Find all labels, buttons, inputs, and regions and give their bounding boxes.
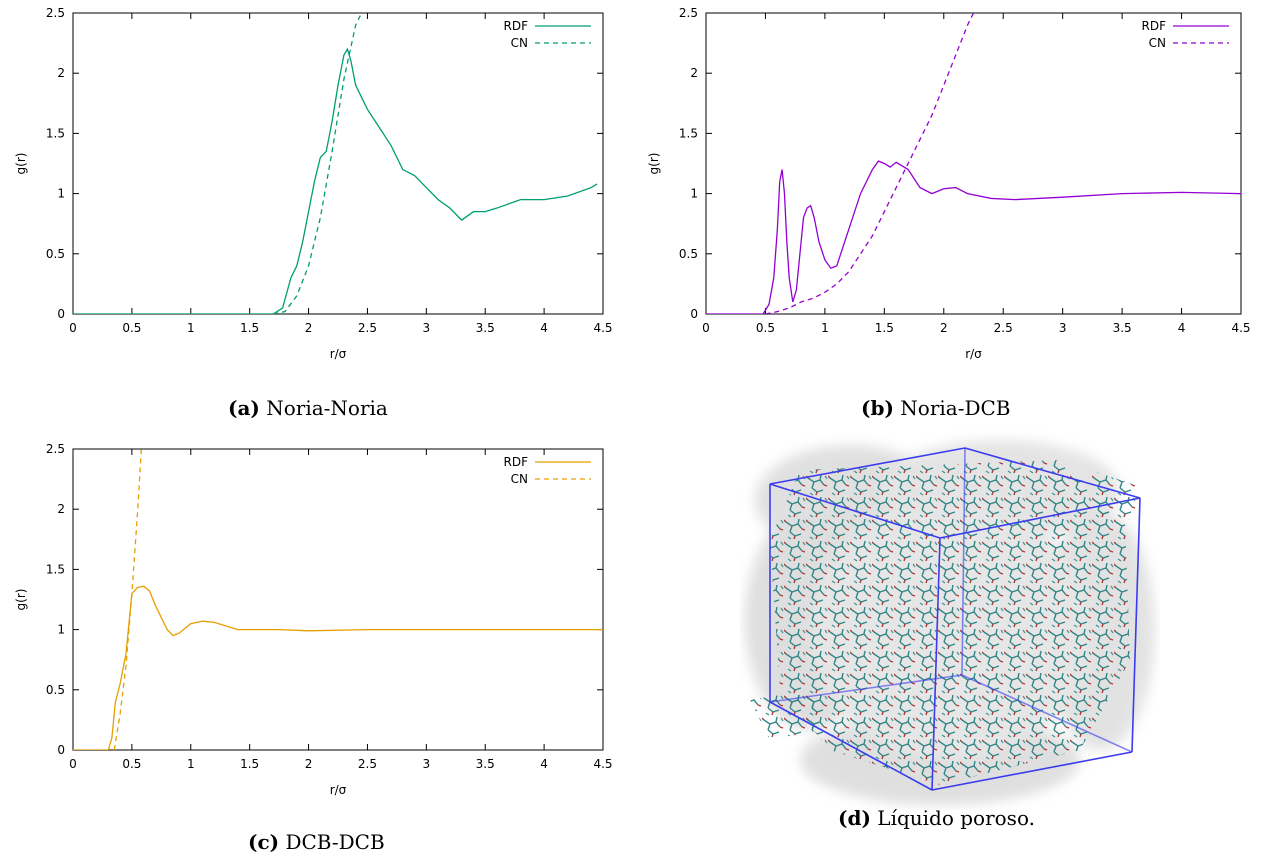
y-tick-label: 0 [57, 307, 65, 321]
x-tick-label: 4 [1178, 321, 1186, 335]
x-tick-label: 3.5 [476, 757, 495, 771]
chart-dcb-dcb: 0 0.5 1 1.5 2 2.5 3 3.5 4 4.5 0 0.5 1 1.5 2 2.5 r/σ g(r) R… [14, 442, 613, 797]
plot-frame [72, 448, 604, 751]
y-axis-label: g(r) [647, 153, 661, 175]
x-tick-label: 3.5 [476, 321, 495, 335]
y-tick-label: 0.5 [46, 683, 65, 697]
molecule-cluster [750, 460, 1135, 785]
y-tick-label: 1.5 [679, 126, 698, 140]
y-tick-label: 0 [57, 743, 65, 757]
x-tick-label: 3 [423, 321, 431, 335]
y-tick-label: 1 [57, 187, 65, 201]
legend-label-rdf: RDF [1142, 19, 1167, 33]
x-axis-label: r/σ [965, 347, 982, 361]
y-tick-label: 1 [690, 187, 698, 201]
x-tick-label: 3.5 [1113, 321, 1132, 335]
legend-label-rdf: RDF [504, 455, 529, 469]
legend-label-cn: CN [511, 36, 528, 50]
y-tick-label: 0 [690, 307, 698, 321]
plot-frame [72, 12, 604, 315]
y-tick-label: 2 [57, 502, 65, 516]
y-tick-label: 1 [57, 623, 65, 637]
x-tick-label: 2 [305, 757, 313, 771]
y-tick-label: 2 [690, 66, 698, 80]
x-tick-label: 4.5 [593, 321, 612, 335]
caption-b-label: (b) [861, 396, 894, 420]
caption-c-text: DCB-DCB [285, 830, 385, 854]
liquid-simulation-image [745, 440, 1155, 805]
y-tick-label: 1.5 [46, 562, 65, 576]
caption-a-label: (a) [228, 396, 260, 420]
series-line-cn [765, 13, 975, 314]
x-tick-label: 0.5 [756, 321, 775, 335]
x-tick-label: 1.5 [240, 757, 259, 771]
caption-a-text: Noria-Noria [266, 396, 388, 420]
panel-c: 0 0.5 1 1.5 2 2.5 3 3.5 4 4.5 0 0.5 1 1.5 2 2.5 r/σ g(r) R… [0, 440, 620, 861]
x-tick-label: 0.5 [122, 757, 141, 771]
y-axis-label: g(r) [14, 153, 28, 175]
panel-d: (d) Líquido poroso. [740, 430, 1160, 861]
x-tick-label: 0 [69, 321, 77, 335]
x-tick-label: 4 [540, 757, 548, 771]
x-tick-label: 2 [305, 321, 313, 335]
y-tick-label: 0.5 [46, 247, 65, 261]
chart-noria-noria: 0 0.5 1 1.5 2 2.5 3 3.5 4 4.5 0 0.5 1 1.5 2 2.5 r/σ g(r) R… [14, 6, 613, 361]
y-tick-label: 2.5 [46, 6, 65, 20]
x-tick-label: 1.5 [240, 321, 259, 335]
y-tick-label: 0.5 [679, 247, 698, 261]
x-tick-label: 0 [69, 757, 77, 771]
legend-label-cn: CN [1149, 36, 1166, 50]
panel-b: 0 0.5 1 1.5 2 2.5 3 3.5 4 4.5 0 0.5 1 1.5 2 2.5 r/σ g(r) R… [620, 0, 1261, 430]
simulation-box [769, 447, 1141, 791]
x-tick-label: 1 [187, 757, 195, 771]
plot-frame [705, 12, 1242, 315]
x-tick-label: 2.5 [994, 321, 1013, 335]
series-line-cn [113, 449, 142, 750]
caption-a: (a) Noria-Noria [228, 396, 388, 420]
y-tick-label: 2.5 [46, 442, 65, 456]
y-tick-label: 2 [57, 66, 65, 80]
x-tick-label: 1 [821, 321, 829, 335]
x-tick-label: 4.5 [1231, 321, 1250, 335]
panel-a: 0 0.5 1 1.5 2 2.5 3 3.5 4 4.5 0 0.5 1 1.5 2 2.5 r/σ g(r) R… [0, 0, 620, 430]
x-tick-label: 2.5 [358, 757, 377, 771]
legend-label-cn: CN [511, 472, 528, 486]
y-axis-label: g(r) [14, 589, 28, 611]
x-tick-label: 4 [540, 321, 548, 335]
x-tick-label: 1.5 [875, 321, 894, 335]
y-tick-label: 2.5 [679, 6, 698, 20]
series-line-cn [273, 13, 363, 314]
x-tick-label: 3 [1059, 321, 1067, 335]
caption-b: (b) Noria-DCB [861, 396, 1011, 420]
series-line-rdf [73, 47, 598, 314]
caption-c: (c) DCB-DCB [248, 830, 385, 854]
x-tick-label: 2 [940, 321, 948, 335]
x-tick-label: 2.5 [358, 321, 377, 335]
series-line-rdf [73, 585, 603, 750]
x-tick-label: 4.5 [593, 757, 612, 771]
x-tick-label: 3 [423, 757, 431, 771]
chart-noria-dcb: 0 0.5 1 1.5 2 2.5 3 3.5 4 4.5 0 0.5 1 1.5 2 2.5 r/σ g(r) R… [647, 6, 1251, 361]
series-line-rdf [706, 160, 1241, 314]
y-tick-label: 1.5 [46, 126, 65, 140]
x-tick-label: 0 [702, 321, 710, 335]
x-tick-label: 0.5 [122, 321, 141, 335]
x-tick-label: 1 [187, 321, 195, 335]
x-axis-label: r/σ [330, 347, 347, 361]
caption-c-label: (c) [248, 830, 280, 854]
legend-label-rdf: RDF [504, 19, 529, 33]
caption-d-label: (d) [838, 806, 871, 830]
caption-d-text: Líquido poroso. [877, 806, 1035, 830]
caption-b-text: Noria-DCB [900, 396, 1011, 420]
caption-d: (d) Líquido poroso. [838, 806, 1035, 830]
x-axis-label: r/σ [330, 783, 347, 797]
